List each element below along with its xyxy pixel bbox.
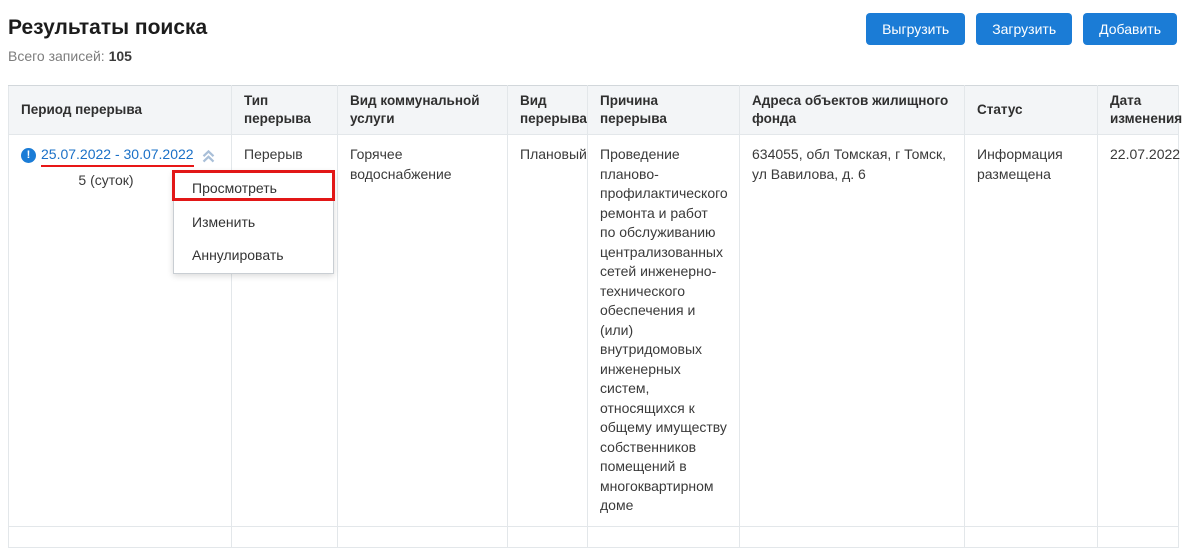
toolbar: Выгрузить Загрузить Добавить [866,12,1177,45]
upload-button[interactable]: Загрузить [976,13,1073,45]
col-header-date-modified: Дата изменения [1097,85,1182,135]
add-button[interactable]: Добавить [1083,13,1177,45]
menu-item-annul[interactable]: Аннулировать [174,239,333,273]
period-link[interactable]: 25.07.2022 - 30.07.2022 [41,145,194,167]
addresses-cell: 634055, обл Томская, г Томск, ул Вавилов… [739,134,965,527]
table-row: ! 25.07.2022 - 30.07.2022 5 (суток) Пр [8,134,1180,527]
period-line: ! 25.07.2022 - 30.07.2022 [21,145,219,167]
reason-cell: Проведение планово-профилактического рем… [587,134,740,527]
col-header-reason: Причина перерыва [587,85,740,135]
duration-text: 5 (суток) [78,171,134,188]
results-table: Период перерыва Тип перерыва Вид коммуна… [8,85,1182,548]
menu-item-view[interactable]: Просмотреть [172,170,335,206]
col-header-period: Период перерыва [8,85,232,135]
col-header-service: Вид коммунальной услуги [337,85,508,135]
menu-item-edit[interactable]: Изменить [174,205,333,239]
records-count: Всего записей: 105 [8,48,207,64]
date-modified-cell: 22.07.2022 [1097,134,1180,527]
kind-cell: Плановый [507,134,588,527]
col-header-status: Статус [964,85,1098,135]
export-button[interactable]: Выгрузить [866,13,966,45]
col-header-addresses: Адреса объектов жилищного фонда [739,85,965,135]
records-count-label: Всего записей: [8,48,105,64]
page-title: Результаты поиска [8,16,208,39]
chevron-double-up-icon[interactable] [200,148,217,164]
service-cell: Горячее водоснабжение [337,134,508,527]
menu-item-view-label: Просмотреть [192,180,277,196]
table-row-partial [8,525,1179,548]
table-header-row: Период перерыва Тип перерыва Вид коммуна… [8,85,1182,135]
period-cell: ! 25.07.2022 - 30.07.2022 5 (суток) Пр [8,134,335,527]
col-header-kind: Вид перерыва [507,85,588,135]
col-header-type: Тип перерыва [231,85,338,135]
records-count-value: 105 [108,48,132,64]
status-cell: Информация размещена [964,134,1098,527]
context-menu: Просмотреть Изменить Аннулировать [172,170,335,274]
title-block: Результаты поиска Всего записей: 105 [8,12,207,64]
page-header: Результаты поиска Всего записей: 105 Выг… [0,0,1183,64]
alert-icon: ! [21,148,36,164]
